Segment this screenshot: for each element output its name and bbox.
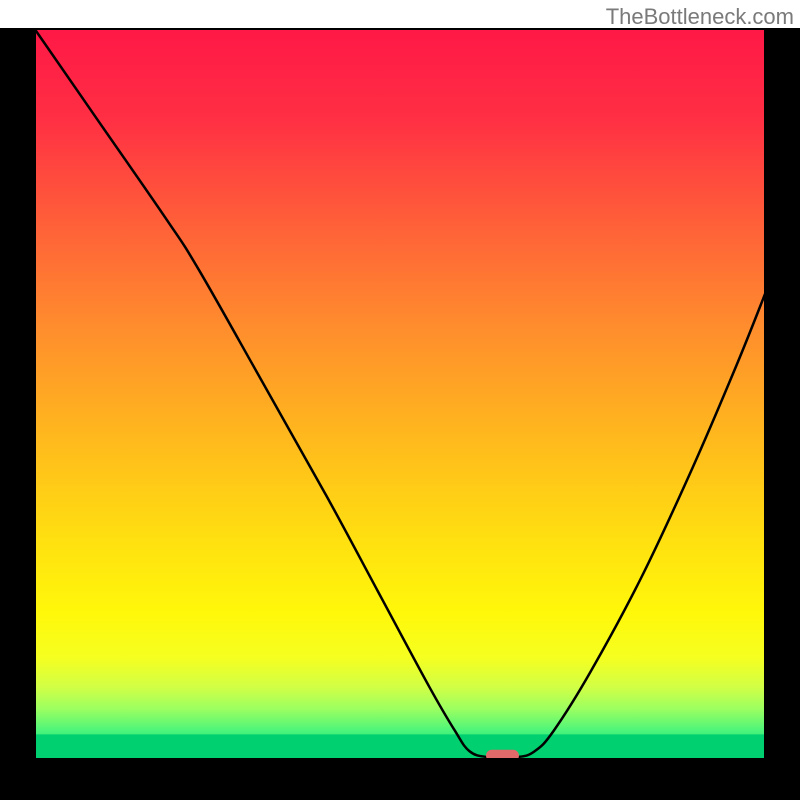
outer-black-bar-bottom <box>0 760 800 800</box>
chart-container: TheBottleneck.com <box>0 0 800 800</box>
outer-black-bar-right <box>766 28 800 760</box>
plot-frame <box>34 28 766 760</box>
outer-black-bar-left <box>0 28 34 760</box>
watermark-label: TheBottleneck.com <box>606 4 794 30</box>
